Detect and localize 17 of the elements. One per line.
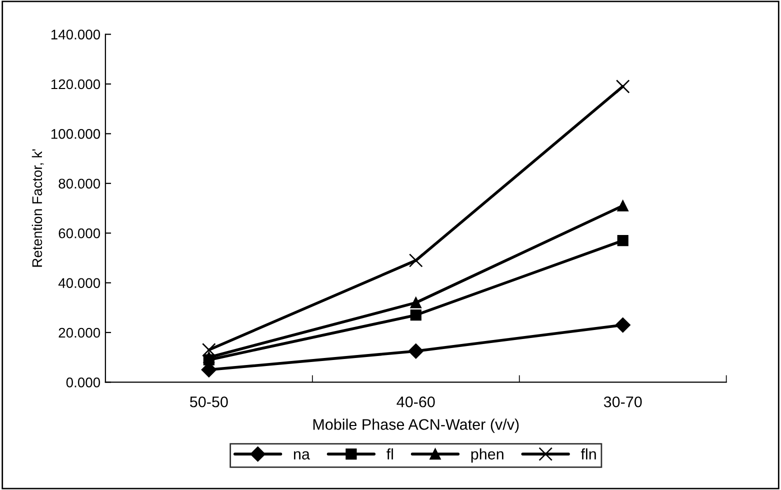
x-axis-title: Mobile Phase ACN-Water (v/v): [313, 418, 519, 433]
legend-label: na: [294, 451, 310, 460]
x-tick-label: 40-60: [396, 396, 435, 408]
y-tick-label: 100.000: [51, 129, 100, 139]
legend-label: fl: [386, 448, 393, 460]
y-tick-label: 0.000: [66, 378, 100, 388]
y-tick-label: 120.000: [51, 79, 100, 90]
y-tick-label: 20.000: [58, 328, 100, 338]
x-tick-label: 30-70: [604, 396, 642, 408]
legend-label: phen: [471, 448, 504, 463]
y-axis-title: Retention Factor, k': [32, 149, 44, 267]
x-tick-label: 50-50: [190, 396, 228, 408]
y-tick-label: 80.000: [58, 178, 100, 189]
legend-label: fln: [580, 448, 596, 460]
y-tick-label: 40.000: [58, 278, 100, 288]
y-tick-label: 60.000: [58, 228, 100, 238]
y-tick-label: 140.000: [51, 30, 100, 40]
